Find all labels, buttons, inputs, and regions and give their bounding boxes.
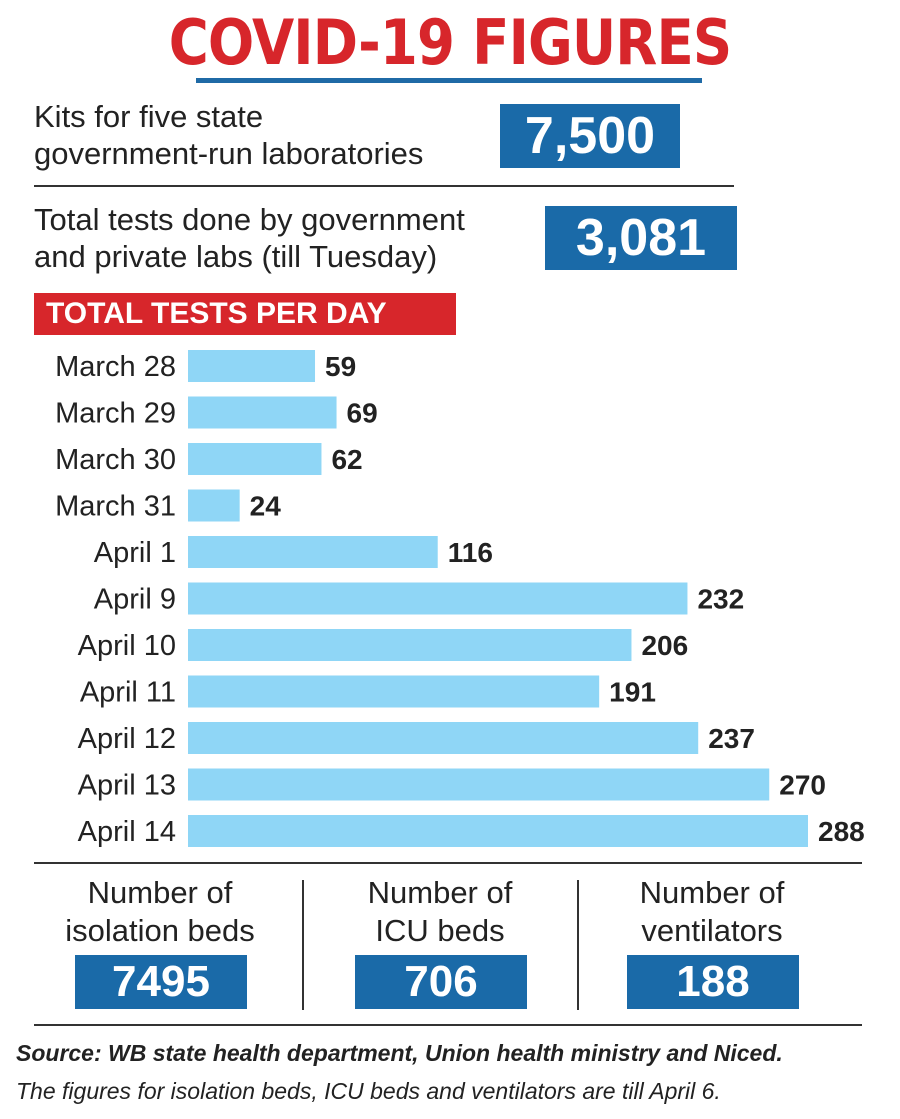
bar <box>188 675 600 708</box>
ventilators-label-line1: Number of <box>639 875 785 910</box>
bar <box>188 536 438 568</box>
divider-bottom <box>34 862 862 864</box>
separator-2 <box>577 880 579 1010</box>
total-tests-label-line1: Total tests done by government <box>34 202 465 237</box>
category-label: April 13 <box>78 770 176 802</box>
category-label: April 14 <box>78 816 176 848</box>
category-label: April 9 <box>94 584 176 616</box>
category-label: March 30 <box>55 444 176 476</box>
icu-beds-value: 706 <box>355 955 527 1009</box>
value-label: 206 <box>641 630 688 661</box>
bar <box>188 350 316 382</box>
bar <box>188 443 322 475</box>
value-label: 270 <box>779 770 826 801</box>
source-text: Source: WB state health department, Unio… <box>16 1040 783 1066</box>
value-label: 59 <box>325 351 356 382</box>
title-underline <box>196 78 702 83</box>
separator-1 <box>302 880 304 1010</box>
category-label: March 28 <box>55 351 176 383</box>
note-text: The figures for isolation beds, ICU beds… <box>16 1078 721 1104</box>
value-label: 62 <box>331 444 362 475</box>
value-label: 24 <box>250 491 282 522</box>
isolation-beds-label-line1: Number of <box>87 875 233 910</box>
bar <box>188 722 699 754</box>
kits-value: 7,500 <box>500 104 680 168</box>
value-label: 232 <box>697 584 744 615</box>
kits-label: Kits for five state government-run labor… <box>34 98 423 172</box>
category-label: March 29 <box>55 398 176 430</box>
divider-source <box>34 1024 862 1026</box>
category-label: April 12 <box>78 723 176 755</box>
bar <box>188 815 808 847</box>
bar <box>188 768 770 801</box>
kits-label-line2: government-run laboratories <box>34 136 424 171</box>
value-label: 116 <box>448 537 493 568</box>
bar <box>188 489 240 522</box>
isolation-beds-label-line2: isolation beds <box>65 913 255 948</box>
divider-top <box>34 185 734 187</box>
bar <box>188 582 688 615</box>
value-label: 288 <box>818 816 865 847</box>
value-label: 191 <box>609 677 656 708</box>
isolation-beds-label: Number of isolation beds <box>40 874 280 950</box>
page-title: COVID-19 FIGURES <box>168 6 732 79</box>
total-tests-label-line2: and private labs (till Tuesday) <box>34 239 438 274</box>
ventilators-value: 188 <box>627 955 799 1009</box>
isolation-beds-value: 7495 <box>75 955 247 1009</box>
category-label: March 31 <box>55 491 176 523</box>
tests-per-day-chart: March 28 59 March 29 69 March 30 62 March 31 24… <box>55 350 865 848</box>
icu-beds-label-line2: ICU beds <box>375 913 505 948</box>
ventilators-label: Number of ventilators <box>592 874 832 950</box>
value-label: 237 <box>708 723 755 754</box>
category-label: April 1 <box>94 537 176 569</box>
ventilators-label-line2: ventilators <box>641 913 783 948</box>
category-label: April 11 <box>80 677 176 709</box>
bar <box>188 629 632 661</box>
category-label: April 10 <box>78 630 176 662</box>
total-tests-value: 3,081 <box>545 206 737 270</box>
chart-title: TOTAL TESTS PER DAY <box>34 293 456 335</box>
bar <box>188 396 337 429</box>
icu-beds-label: Number of ICU beds <box>320 874 560 950</box>
total-tests-label: Total tests done by government and priva… <box>34 201 465 275</box>
icu-beds-label-line1: Number of <box>367 875 513 910</box>
kits-label-line1: Kits for five state <box>34 99 264 134</box>
value-label: 69 <box>347 398 378 429</box>
